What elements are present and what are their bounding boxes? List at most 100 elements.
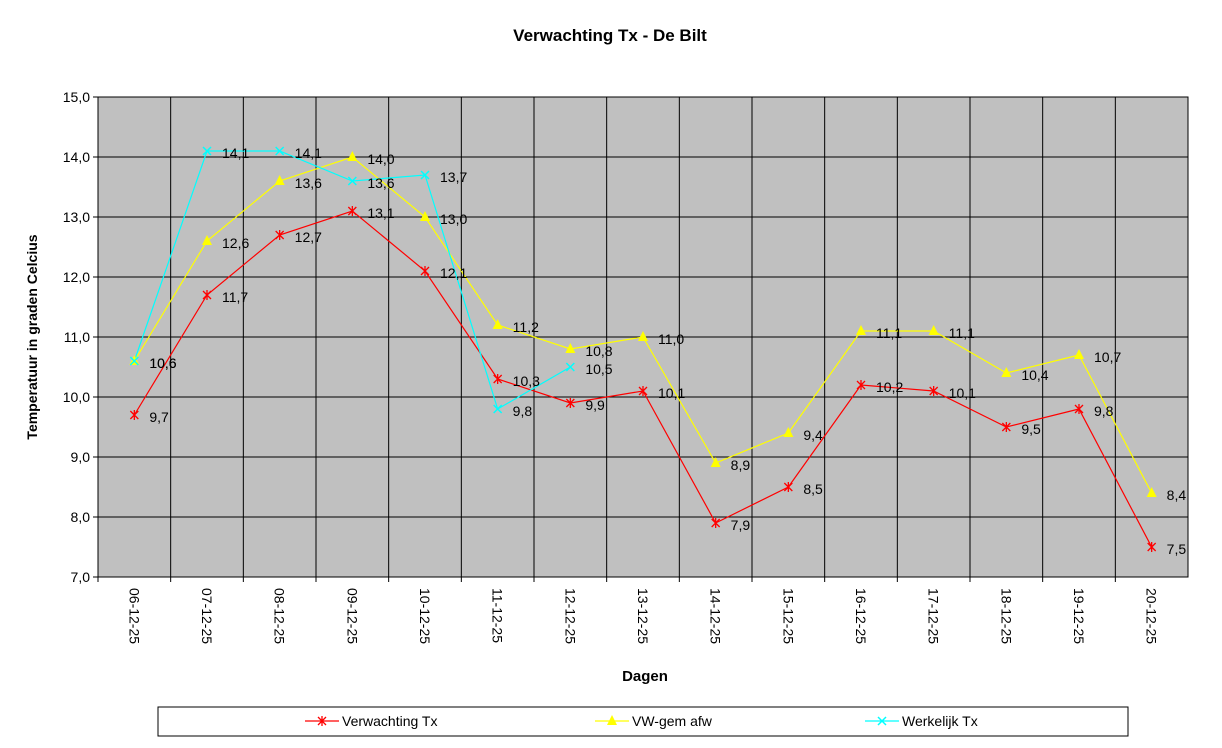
marker — [492, 319, 503, 329]
data-label: 14,1 — [222, 145, 249, 161]
data-label: 10,8 — [585, 343, 612, 359]
marker — [420, 266, 430, 276]
x-tick-label: 10-12-25 — [417, 588, 433, 644]
data-label: 14,1 — [295, 145, 322, 161]
legend-label: Verwachting Tx — [342, 713, 437, 729]
marker — [1146, 487, 1157, 497]
y-tick-label: 8,0 — [71, 509, 91, 525]
marker — [1001, 422, 1011, 432]
marker — [275, 230, 285, 240]
data-label: 10,3 — [513, 373, 540, 389]
data-label: 8,9 — [731, 457, 751, 473]
data-label: 9,8 — [513, 403, 533, 419]
y-tick-label: 10,0 — [63, 389, 90, 405]
data-label: 7,5 — [1167, 541, 1187, 557]
x-axis-label: Dagen — [622, 668, 668, 685]
data-label: 11,0 — [658, 331, 684, 347]
x-tick-label: 14-12-25 — [708, 588, 724, 644]
y-tick-label: 13,0 — [63, 209, 90, 225]
marker — [638, 386, 648, 396]
marker — [877, 716, 887, 726]
data-label: 9,8 — [1094, 403, 1114, 419]
marker — [347, 151, 358, 161]
marker — [711, 518, 721, 528]
marker — [202, 146, 212, 156]
data-label: 13,0 — [440, 211, 467, 227]
marker — [856, 380, 866, 390]
data-label: 13,6 — [367, 175, 394, 191]
chart-title: Verwachting Tx - De Bilt — [513, 26, 707, 45]
data-label: 10,1 — [949, 385, 976, 401]
marker — [347, 176, 357, 186]
marker — [1074, 349, 1084, 359]
y-tick-label: 7,0 — [71, 569, 91, 585]
marker — [783, 482, 793, 492]
marker — [274, 175, 285, 185]
marker — [565, 398, 575, 408]
x-tick-label: 07-12-25 — [199, 588, 215, 644]
x-tick-label: 11-12-25 — [490, 588, 506, 643]
marker — [202, 235, 212, 245]
marker — [129, 410, 139, 420]
marker — [638, 331, 648, 341]
marker — [1001, 367, 1012, 377]
data-label: 10,1 — [658, 385, 685, 401]
y-tick-label: 11,0 — [64, 329, 90, 345]
data-label: 11,7 — [222, 289, 248, 305]
data-label: 7,9 — [731, 517, 751, 533]
marker — [202, 290, 212, 300]
y-tick-label: 9,0 — [71, 449, 91, 465]
marker — [1074, 404, 1084, 414]
marker — [929, 386, 939, 396]
data-label: 14,0 — [367, 151, 394, 167]
x-tick-label: 19-12-25 — [1071, 588, 1087, 644]
marker — [317, 716, 327, 726]
legend-label: Werkelijk Tx — [902, 713, 978, 729]
x-tick-label: 18-12-25 — [998, 588, 1014, 644]
data-label: 9,7 — [149, 409, 169, 425]
data-label: 10,5 — [585, 361, 612, 377]
data-label: 12,1 — [440, 265, 467, 281]
x-tick-label: 09-12-25 — [344, 588, 360, 644]
x-tick-label: 17-12-25 — [926, 588, 942, 644]
marker — [607, 715, 617, 725]
data-label: 10,4 — [1021, 367, 1048, 383]
legend-label: VW-gem afw — [632, 713, 713, 729]
marker — [565, 362, 575, 372]
data-label: 9,9 — [585, 397, 605, 413]
data-label: 12,7 — [295, 229, 322, 245]
marker — [856, 325, 866, 335]
x-tick-label: 12-12-25 — [562, 588, 578, 644]
x-tick-label: 15-12-25 — [780, 588, 796, 644]
marker — [928, 325, 939, 335]
data-label: 11,1 — [876, 325, 902, 341]
x-tick-label: 20-12-25 — [1144, 588, 1160, 644]
y-axis-label: Temperatuur in graden Celcius — [24, 234, 40, 439]
data-label: 11,2 — [513, 319, 539, 335]
y-tick-label: 15,0 — [63, 89, 90, 105]
data-label: 13,7 — [440, 169, 467, 185]
data-label: 10,6 — [149, 355, 176, 371]
data-label: 10,7 — [1094, 349, 1121, 365]
marker — [493, 374, 503, 384]
x-tick-label: 06-12-25 — [126, 588, 142, 644]
data-label: 9,4 — [803, 427, 823, 443]
marker — [275, 146, 285, 156]
marker — [129, 356, 139, 366]
y-tick-label: 14,0 — [63, 149, 90, 165]
marker — [347, 206, 357, 216]
x-tick-label: 13-12-25 — [635, 588, 651, 644]
marker — [420, 211, 430, 221]
data-label: 13,6 — [295, 175, 322, 191]
y-tick-label: 12,0 — [63, 269, 90, 285]
marker — [565, 343, 576, 353]
data-label: 8,4 — [1167, 487, 1187, 503]
marker — [710, 457, 721, 467]
data-label: 11,1 — [949, 325, 975, 341]
marker — [493, 404, 503, 414]
data-label: 12,6 — [222, 235, 249, 251]
marker — [783, 427, 794, 437]
data-label: 8,5 — [803, 481, 823, 497]
data-label: 10,2 — [876, 379, 903, 395]
